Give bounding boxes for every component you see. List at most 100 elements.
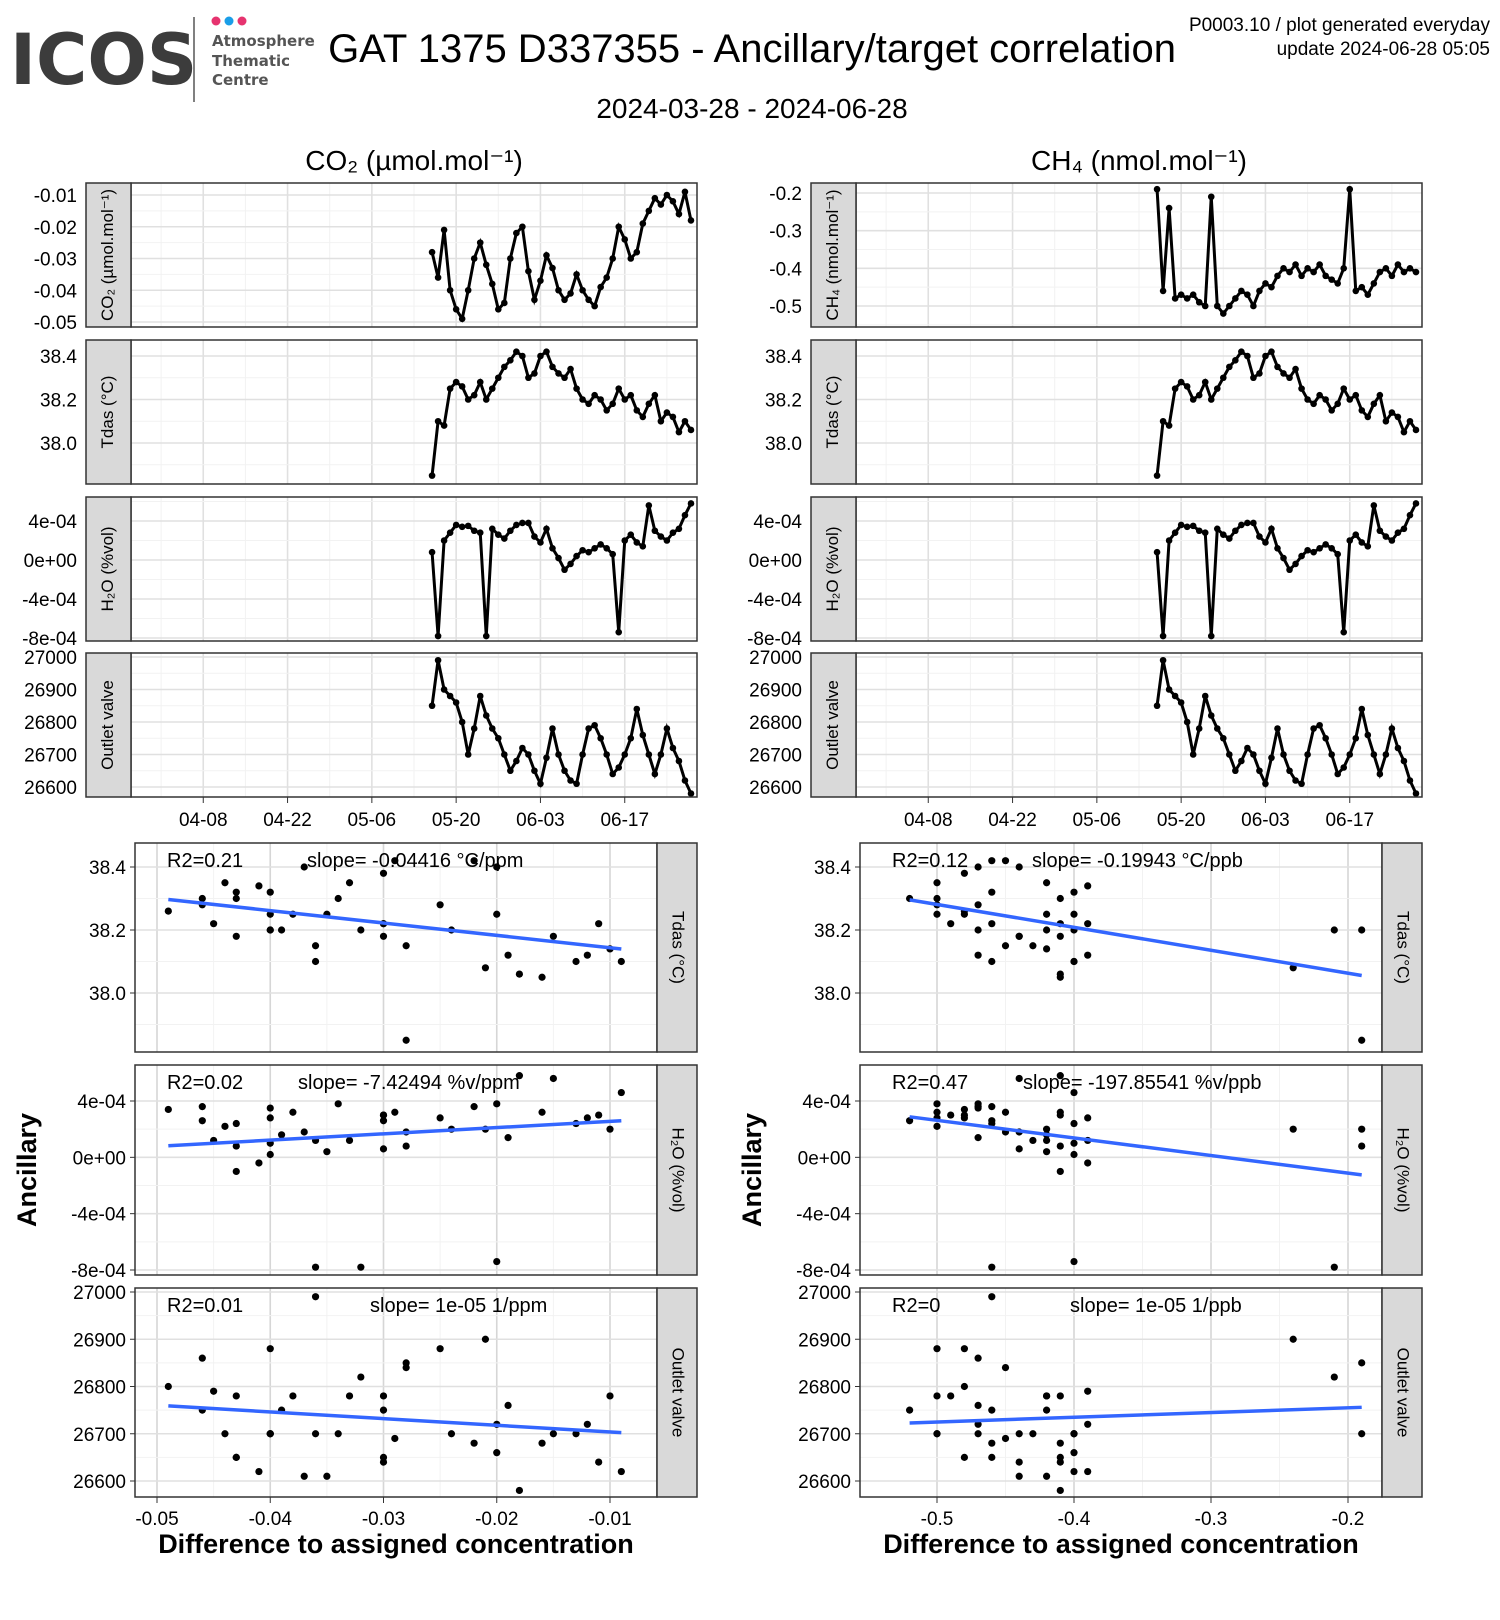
y-tick-label: 0e+00 — [73, 1148, 126, 1169]
data-point — [1280, 751, 1287, 758]
scatter-point — [1289, 1125, 1297, 1133]
data-point — [1268, 283, 1275, 291]
scatter-point — [974, 1420, 982, 1428]
data-point — [1274, 363, 1281, 371]
scatter-point — [988, 920, 996, 928]
data-point — [1388, 725, 1396, 732]
scatter-point — [988, 1117, 996, 1125]
scatter-point — [493, 1100, 501, 1108]
data-point — [482, 712, 490, 719]
y-tick-label: 4e-04 — [802, 1092, 851, 1113]
scatter-point — [617, 1088, 625, 1097]
data-point — [1376, 527, 1384, 535]
data-point — [1382, 265, 1390, 272]
scatter-point — [988, 857, 996, 865]
strip-label: Tdas (°C) — [669, 911, 688, 984]
scatter-point — [960, 1345, 969, 1353]
data-point — [1268, 754, 1275, 762]
x-tick-label: -0.5 — [921, 1509, 954, 1530]
data-point — [1322, 541, 1329, 548]
data-point — [488, 725, 496, 732]
scatter-point — [988, 1453, 996, 1461]
data-point — [1406, 265, 1414, 272]
scatter-point — [379, 932, 388, 940]
time-panel-outlet-co2: 27000 26900 26800 26700 26600 — [24, 648, 698, 799]
data-point — [1388, 272, 1396, 280]
scatter-point — [974, 1354, 982, 1362]
strip-label: Outlet valve — [823, 680, 842, 770]
scatter-point — [164, 907, 172, 915]
scatter-point — [515, 1486, 524, 1495]
column-title-ch4: CH₄ (nmol.mol⁻¹) — [1031, 145, 1247, 176]
scatter-point — [960, 1382, 969, 1391]
y-tick-label: -4e-04 — [71, 1205, 126, 1226]
strip-tdas: Tdas (°C) — [1381, 842, 1423, 1053]
data-point — [452, 306, 460, 313]
scatter-point — [947, 920, 955, 928]
data-point — [645, 400, 653, 408]
data-point — [525, 374, 532, 382]
data-point — [561, 374, 568, 382]
scatter-point — [232, 894, 240, 903]
scatter-point — [1029, 1136, 1037, 1145]
data-point — [645, 207, 653, 215]
time-panel-co2-co2: -0.01 -0.02 -0.03 -0.04 -0.05 — [34, 182, 698, 334]
data-point — [513, 348, 520, 355]
time-panel-tdas-co2: 38.4 38.2 38.0 — [40, 339, 698, 485]
data-point — [1292, 560, 1299, 568]
data-point — [1298, 385, 1305, 392]
y-tick-label: -0.05 — [34, 313, 77, 334]
data-point — [1340, 265, 1348, 272]
data-point — [1412, 500, 1420, 507]
scatter-point — [481, 964, 490, 972]
scatter-point — [266, 1114, 274, 1122]
strip-outlet: Outlet valve — [656, 1287, 698, 1498]
scatter-point — [402, 1364, 410, 1372]
data-point — [1201, 302, 1209, 310]
data-point — [645, 502, 653, 509]
data-point — [525, 267, 532, 275]
scatter-panel-tdas-co2: 38.4 38.2 38.0 R2=0.21 slope= -0.04416 °C/pp… — [89, 842, 658, 1053]
data-point — [1244, 519, 1251, 527]
data-point — [609, 550, 617, 558]
logo-text: ICOS — [10, 19, 197, 101]
y-tick-label: -0.2 — [769, 184, 802, 205]
data-point — [482, 396, 490, 403]
scatter-point — [572, 1430, 580, 1438]
time-tick-label: 06-17 — [1325, 810, 1374, 831]
data-point — [1207, 193, 1215, 201]
scatter-point — [549, 932, 557, 940]
y-tick-label: 26800 — [798, 1378, 851, 1399]
scatter-point — [379, 1145, 388, 1153]
data-point — [681, 188, 689, 196]
data-point — [1328, 545, 1335, 552]
data-point — [645, 751, 653, 758]
scatter-point — [1001, 857, 1010, 865]
data-point — [555, 286, 562, 294]
data-point — [1232, 295, 1239, 302]
scatter-point — [504, 1134, 512, 1142]
data-point — [1177, 378, 1185, 386]
data-point — [609, 255, 617, 262]
data-point — [1189, 751, 1197, 758]
scatter-point — [255, 1467, 263, 1476]
strip-label: Outlet valve — [1394, 1348, 1413, 1438]
data-point — [1370, 502, 1378, 509]
scatter-point — [198, 1117, 206, 1125]
data-point — [1244, 352, 1251, 360]
scatter-point — [277, 926, 286, 934]
data-point — [597, 541, 604, 548]
data-point — [651, 194, 659, 202]
data-point — [1213, 725, 1221, 732]
data-point — [675, 428, 683, 436]
data-point — [633, 407, 641, 414]
data-point — [573, 552, 580, 560]
data-point — [561, 566, 568, 574]
scatter-point — [538, 1439, 546, 1447]
scatter-point — [164, 1382, 172, 1391]
data-point — [1171, 385, 1179, 392]
data-point — [1322, 734, 1329, 742]
data-point — [1298, 780, 1305, 788]
scatter-point — [933, 1100, 941, 1108]
data-point — [591, 545, 598, 552]
